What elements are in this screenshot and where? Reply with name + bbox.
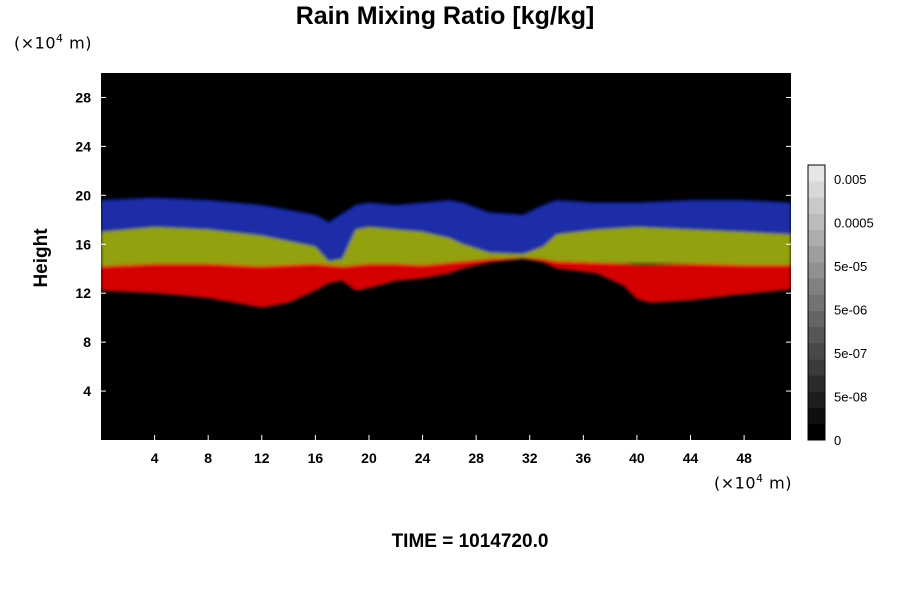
- colorbar-level: [808, 165, 825, 182]
- colorbar-level: [808, 229, 825, 247]
- x-tick-label: 24: [415, 450, 431, 466]
- x-tick-label: 8: [204, 450, 212, 466]
- x-tick-label: 4: [151, 450, 159, 466]
- x-tick-label: 44: [683, 450, 699, 466]
- red-band: [101, 257, 791, 308]
- x-tick-label: 40: [629, 450, 645, 466]
- colorbar-level: [808, 310, 825, 328]
- y-tick-label: 24: [75, 138, 91, 154]
- x-tick-label: 12: [254, 450, 270, 466]
- x-tick-label: 16: [308, 450, 324, 466]
- colorbar-label: 5e-07: [834, 346, 867, 361]
- colorbar-label: 0.0005: [834, 216, 874, 231]
- x-tick-label: 28: [468, 450, 484, 466]
- colorbar-label: 5e-08: [834, 390, 867, 405]
- x-tick-label: 32: [522, 450, 538, 466]
- colorbar-label: 5e-05: [834, 259, 867, 274]
- y-axis-unit: (×104 m): [14, 32, 92, 53]
- x-axis-unit: (×104 m): [714, 472, 792, 493]
- green-band: [101, 227, 791, 267]
- colorbar-level: [808, 375, 825, 392]
- colorbar-level: [808, 326, 825, 344]
- colorbar-level: [808, 197, 825, 214]
- y-tick-label: 20: [75, 187, 91, 203]
- colorbar-level: [808, 181, 825, 198]
- x-tick-label: 48: [736, 450, 752, 466]
- blue-band: [101, 197, 791, 262]
- colorbar-level: [808, 391, 825, 408]
- x-tick-label: 36: [576, 450, 592, 466]
- y-tick-label: 28: [75, 89, 91, 105]
- colorbar-label: 0: [834, 433, 841, 448]
- colorbar-level: [808, 342, 825, 360]
- y-tick-label: 16: [75, 236, 91, 252]
- colorbar-level: [808, 245, 825, 263]
- colorbar-frame: [807, 164, 826, 441]
- y-tick-label: 4: [83, 383, 91, 399]
- colorbar-level: [808, 359, 825, 376]
- colorbar-level: [808, 407, 825, 425]
- colorbar-level: [808, 423, 825, 441]
- y-tick-label: 12: [75, 285, 91, 301]
- x-tick-label: 20: [361, 450, 377, 466]
- colorbar-level: [808, 278, 825, 295]
- colorbar-label: 5e-06: [834, 303, 867, 318]
- colorbar-level: [808, 294, 825, 311]
- y-axis-label: Height: [31, 228, 52, 288]
- time-label: TIME = 1014720.0: [391, 531, 549, 552]
- colorbar-level: [808, 262, 825, 279]
- colorbar-level: [808, 213, 825, 231]
- chart-title: Rain Mixing Ratio [kg/kg]: [295, 2, 595, 30]
- y-tick-label: 8: [83, 334, 91, 350]
- colorbar-label: 0.005: [834, 172, 867, 187]
